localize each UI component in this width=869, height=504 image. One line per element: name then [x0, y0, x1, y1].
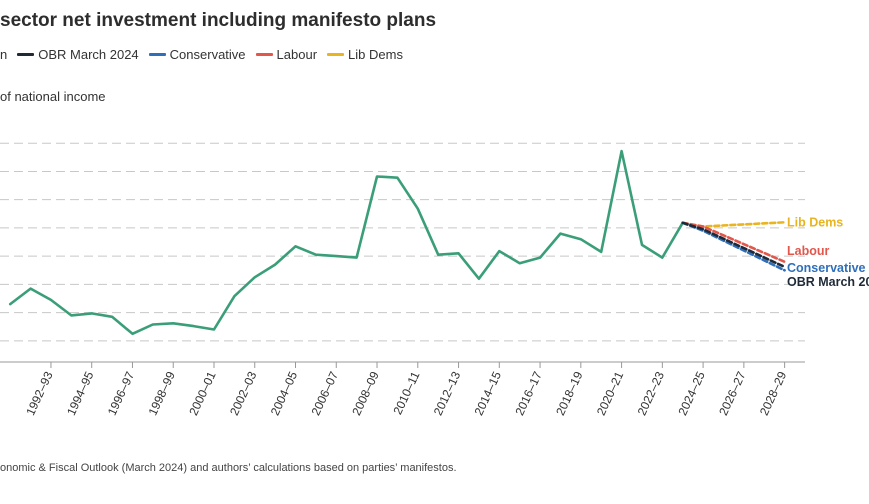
- legend-swatch-obr: [17, 53, 35, 56]
- gridlines: [0, 142, 805, 342]
- chart-title: sector net investment including manifest…: [0, 10, 437, 31]
- series-line-outturn: [8, 149, 685, 336]
- series-line-labour: [681, 221, 786, 264]
- end-label-lib-dems: Lib Dems: [787, 215, 843, 229]
- series-line-obr-march-2024: [681, 221, 786, 269]
- x-tick-label-6: 2004–05: [268, 369, 301, 418]
- x-tick-label-12: 2016–17: [512, 369, 545, 418]
- x-tick-label-11: 2014–15: [472, 369, 505, 418]
- x-tick-label-13: 2018–19: [553, 369, 586, 418]
- x-tick-label-2: 1996–97: [105, 369, 138, 418]
- legend-swatch-conservative: [148, 53, 166, 56]
- legend-label-labour: Labour: [276, 47, 318, 62]
- x-tick-label-7: 2006–07: [309, 369, 342, 418]
- x-tick-label-8: 2008–09: [349, 369, 382, 418]
- x-ticks: 1992–93 1994–95 1996–97 1998–99 2000–01 2002–…: [23, 362, 789, 418]
- x-tick-label-3: 1998–99: [146, 369, 179, 418]
- series-lines: [8, 149, 786, 336]
- x-tick-label-10: 2012–13: [431, 369, 464, 418]
- x-tick-label-15: 2022–23: [635, 369, 668, 418]
- x-tick-label-18: 2028–29: [757, 369, 790, 418]
- legend-swatch-labour: [255, 53, 273, 56]
- legend-item-labour: Labour: [255, 47, 318, 62]
- legend-label-libdems: Lib Dems: [348, 47, 403, 62]
- series-line-conservative: [681, 221, 786, 272]
- legend: n OBR March 2024 Conservative Labour Lib…: [0, 47, 403, 62]
- x-tick-label-16: 2024–25: [675, 369, 708, 418]
- source-note: onomic & Fiscal Outlook (March 2024) and…: [0, 462, 457, 474]
- legend-item-outturn: n: [0, 47, 7, 62]
- legend-item-conservative: Conservative: [148, 47, 246, 62]
- legend-label-conservative: Conservative: [169, 47, 246, 62]
- x-tick-label-5: 2002–03: [227, 369, 260, 418]
- legend-label-obr: OBR March 2024: [38, 47, 139, 62]
- end-label-obr-march-20: OBR March 20: [787, 275, 869, 289]
- x-tick-label-1: 1994–95: [64, 369, 97, 418]
- x-tick-label-9: 2010–11: [390, 369, 422, 417]
- x-tick-label-14: 2020–21: [594, 369, 627, 418]
- y-axis-label: of national income: [0, 89, 106, 104]
- x-tick-label-0: 1992–93: [23, 369, 56, 418]
- legend-label-outturn: n: [0, 47, 8, 62]
- end-label-labour: Labour: [787, 244, 829, 258]
- end-label-conservative: Conservative: [787, 261, 866, 275]
- legend-item-libdems: Lib Dems: [327, 47, 403, 62]
- legend-item-obr: OBR March 2024: [17, 47, 139, 62]
- x-tick-label-4: 2000–01: [186, 369, 219, 418]
- legend-swatch-libdems: [327, 53, 345, 56]
- x-tick-label-17: 2026–27: [716, 369, 749, 418]
